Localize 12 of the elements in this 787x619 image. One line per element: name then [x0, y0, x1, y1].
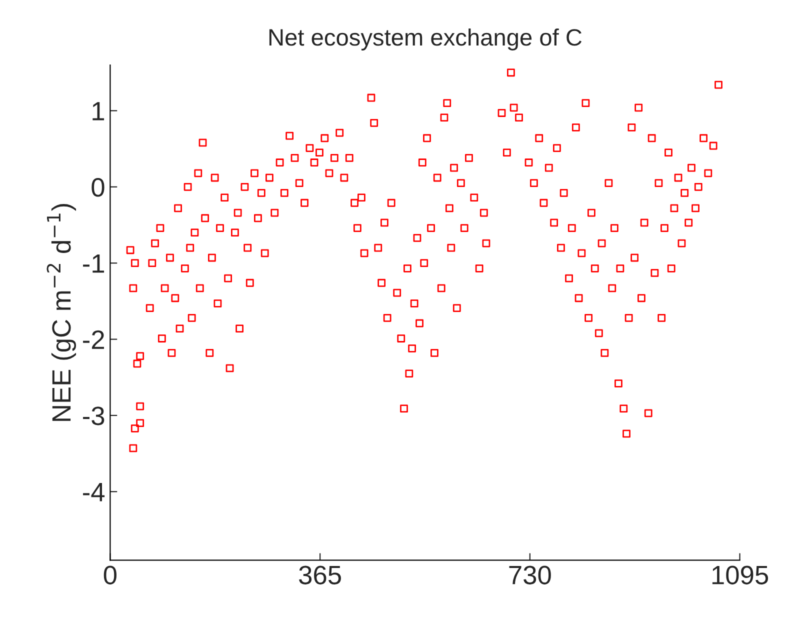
y-tick-label: -4 [83, 483, 105, 502]
y-tick-label: 1 [92, 102, 104, 120]
chart-title: Net ecosystem exchange of C [269, 28, 582, 50]
x-tick-label: 365 [299, 566, 341, 584]
y-tick-label: 0 [92, 178, 104, 197]
y-tick-label: -3 [83, 406, 104, 426]
x-tick-label: 1095 [712, 566, 768, 584]
x-tick-label: 0 [104, 566, 116, 584]
y-tick-label: -2 [83, 330, 104, 349]
y-axis-title: NEE (gC m$^{−2}$ d$^{−1}$) [46, 204, 76, 421]
y-tick-label: -1 [83, 254, 104, 273]
x-tick-label: 730 [509, 566, 551, 584]
